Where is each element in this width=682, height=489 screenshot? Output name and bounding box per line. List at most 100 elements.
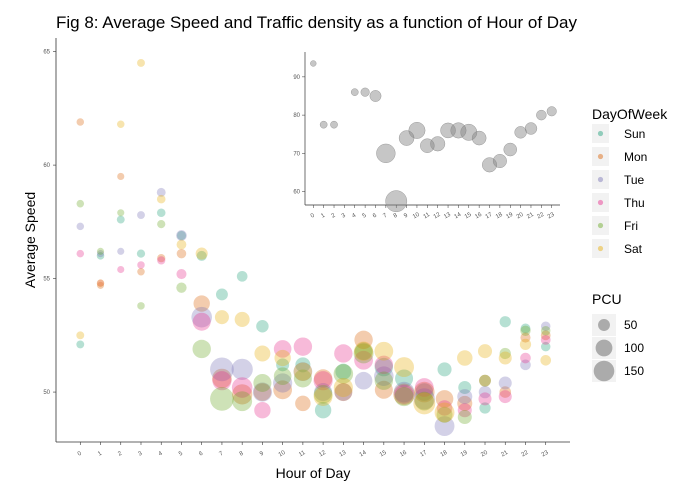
- inset-x-tick-label: 10: [412, 212, 421, 221]
- point-sun: [458, 381, 472, 395]
- point-thu: [137, 261, 145, 269]
- inset-point: [430, 136, 446, 152]
- point-sun: [116, 215, 125, 224]
- point-tue: [137, 211, 145, 219]
- legend-title: DayOfWeek: [592, 106, 668, 122]
- y-tick-label: 60: [43, 163, 50, 169]
- point-sun: [136, 249, 146, 258]
- point-sat: [176, 239, 187, 250]
- point-sun: [520, 323, 531, 334]
- point-sun: [215, 288, 228, 301]
- inset-point: [536, 109, 547, 121]
- inset-x-tick-label: 6: [372, 212, 378, 219]
- point-mon: [499, 386, 512, 398]
- point-fri: [313, 384, 333, 404]
- point-fri: [293, 369, 312, 388]
- inset-point: [310, 60, 317, 67]
- point-fri: [96, 247, 105, 255]
- point-mon: [479, 374, 491, 387]
- legend-label-tue: Tue: [624, 173, 645, 187]
- point-thu: [293, 337, 313, 356]
- point-tue: [520, 359, 531, 371]
- point-tue: [540, 321, 551, 331]
- point-sat: [477, 344, 493, 359]
- y-tick-label: 65: [43, 50, 50, 56]
- point-sat: [394, 357, 415, 378]
- point-thu: [76, 249, 85, 258]
- point-thu: [313, 371, 333, 391]
- inset-y-tick-label: 60: [293, 190, 300, 196]
- inset-point: [360, 87, 370, 97]
- inset-point: [450, 122, 467, 139]
- x-tick-label: 17: [419, 450, 428, 459]
- inset-point: [420, 138, 435, 153]
- x-tick-label: 10: [278, 450, 287, 459]
- inset-point: [492, 154, 507, 168]
- point-tue: [354, 371, 373, 390]
- point-sat: [540, 354, 552, 366]
- point-sat: [254, 345, 271, 362]
- legend-label-mon: Mon: [624, 150, 647, 164]
- point-thu: [231, 377, 253, 398]
- point-thu: [254, 402, 271, 419]
- point-sat: [234, 311, 250, 327]
- point-thu: [212, 371, 232, 391]
- inset-x-tick-label: 3: [341, 212, 347, 219]
- size-legend-swatch: [595, 339, 613, 357]
- inset-x-tick-label: 16: [474, 212, 483, 221]
- inset-x-tick-label: 17: [485, 212, 494, 221]
- x-tick-label: 5: [178, 450, 184, 457]
- point-tue: [156, 187, 166, 197]
- point-tue: [457, 389, 473, 405]
- point-thu: [157, 256, 166, 265]
- point-fri: [333, 364, 354, 384]
- inset-x-ticks: 0 1 2 3 4 5 6 7 8 9 10 11 12 13 14 15 16 17 18 19 20 21 22 23: [310, 205, 556, 220]
- inset-x-tick-label: 18: [495, 212, 504, 221]
- point-thu: [117, 265, 125, 274]
- x-tick-label: 7: [218, 450, 224, 457]
- point-fri: [479, 374, 491, 387]
- point-sun: [415, 383, 434, 401]
- point-tue: [176, 230, 187, 241]
- inset-point: [514, 126, 527, 139]
- inset-point: [319, 120, 328, 129]
- legend-swatch: [597, 245, 604, 252]
- point-mon: [457, 395, 473, 411]
- x-tick-label: 9: [259, 450, 265, 457]
- pcu-legend-title: PCU: [592, 291, 622, 307]
- point-sat: [374, 341, 394, 361]
- x-tick-label: 15: [379, 450, 388, 459]
- legend-key: [592, 239, 609, 258]
- pcu-legend: PCU 50 100 150: [592, 291, 644, 382]
- point-mon: [520, 332, 531, 343]
- legend-label-sun: Sun: [624, 127, 645, 141]
- point-thu: [394, 384, 414, 404]
- x-tick-label: 2: [117, 450, 123, 457]
- legend-swatch: [597, 153, 604, 160]
- point-thu: [176, 269, 187, 280]
- point-thu: [498, 390, 512, 404]
- point-thu: [540, 334, 551, 345]
- inset-y-ticks: 60 70 80 90: [293, 75, 305, 196]
- point-sat: [116, 120, 125, 129]
- point-mon: [76, 118, 85, 126]
- x-tick-label: 11: [298, 450, 307, 459]
- size-legend-swatch: [593, 360, 615, 382]
- inset-x-tick-label: 2: [331, 212, 337, 219]
- point-sat: [354, 341, 374, 361]
- point-mon: [295, 395, 311, 412]
- point-fri: [76, 199, 85, 208]
- point-sat: [76, 331, 85, 340]
- point-sun: [196, 250, 207, 261]
- point-tue: [231, 358, 253, 380]
- point-sat: [214, 310, 229, 325]
- x-tick-label: 4: [158, 450, 164, 457]
- point-fri: [394, 387, 414, 407]
- inset-x-tick-label: 20: [516, 212, 525, 221]
- point-tue: [413, 388, 435, 410]
- legend-swatch: [597, 199, 604, 206]
- point-tue: [393, 381, 415, 403]
- point-tue: [498, 376, 512, 390]
- inset-point: [350, 88, 359, 96]
- point-fri: [273, 367, 292, 385]
